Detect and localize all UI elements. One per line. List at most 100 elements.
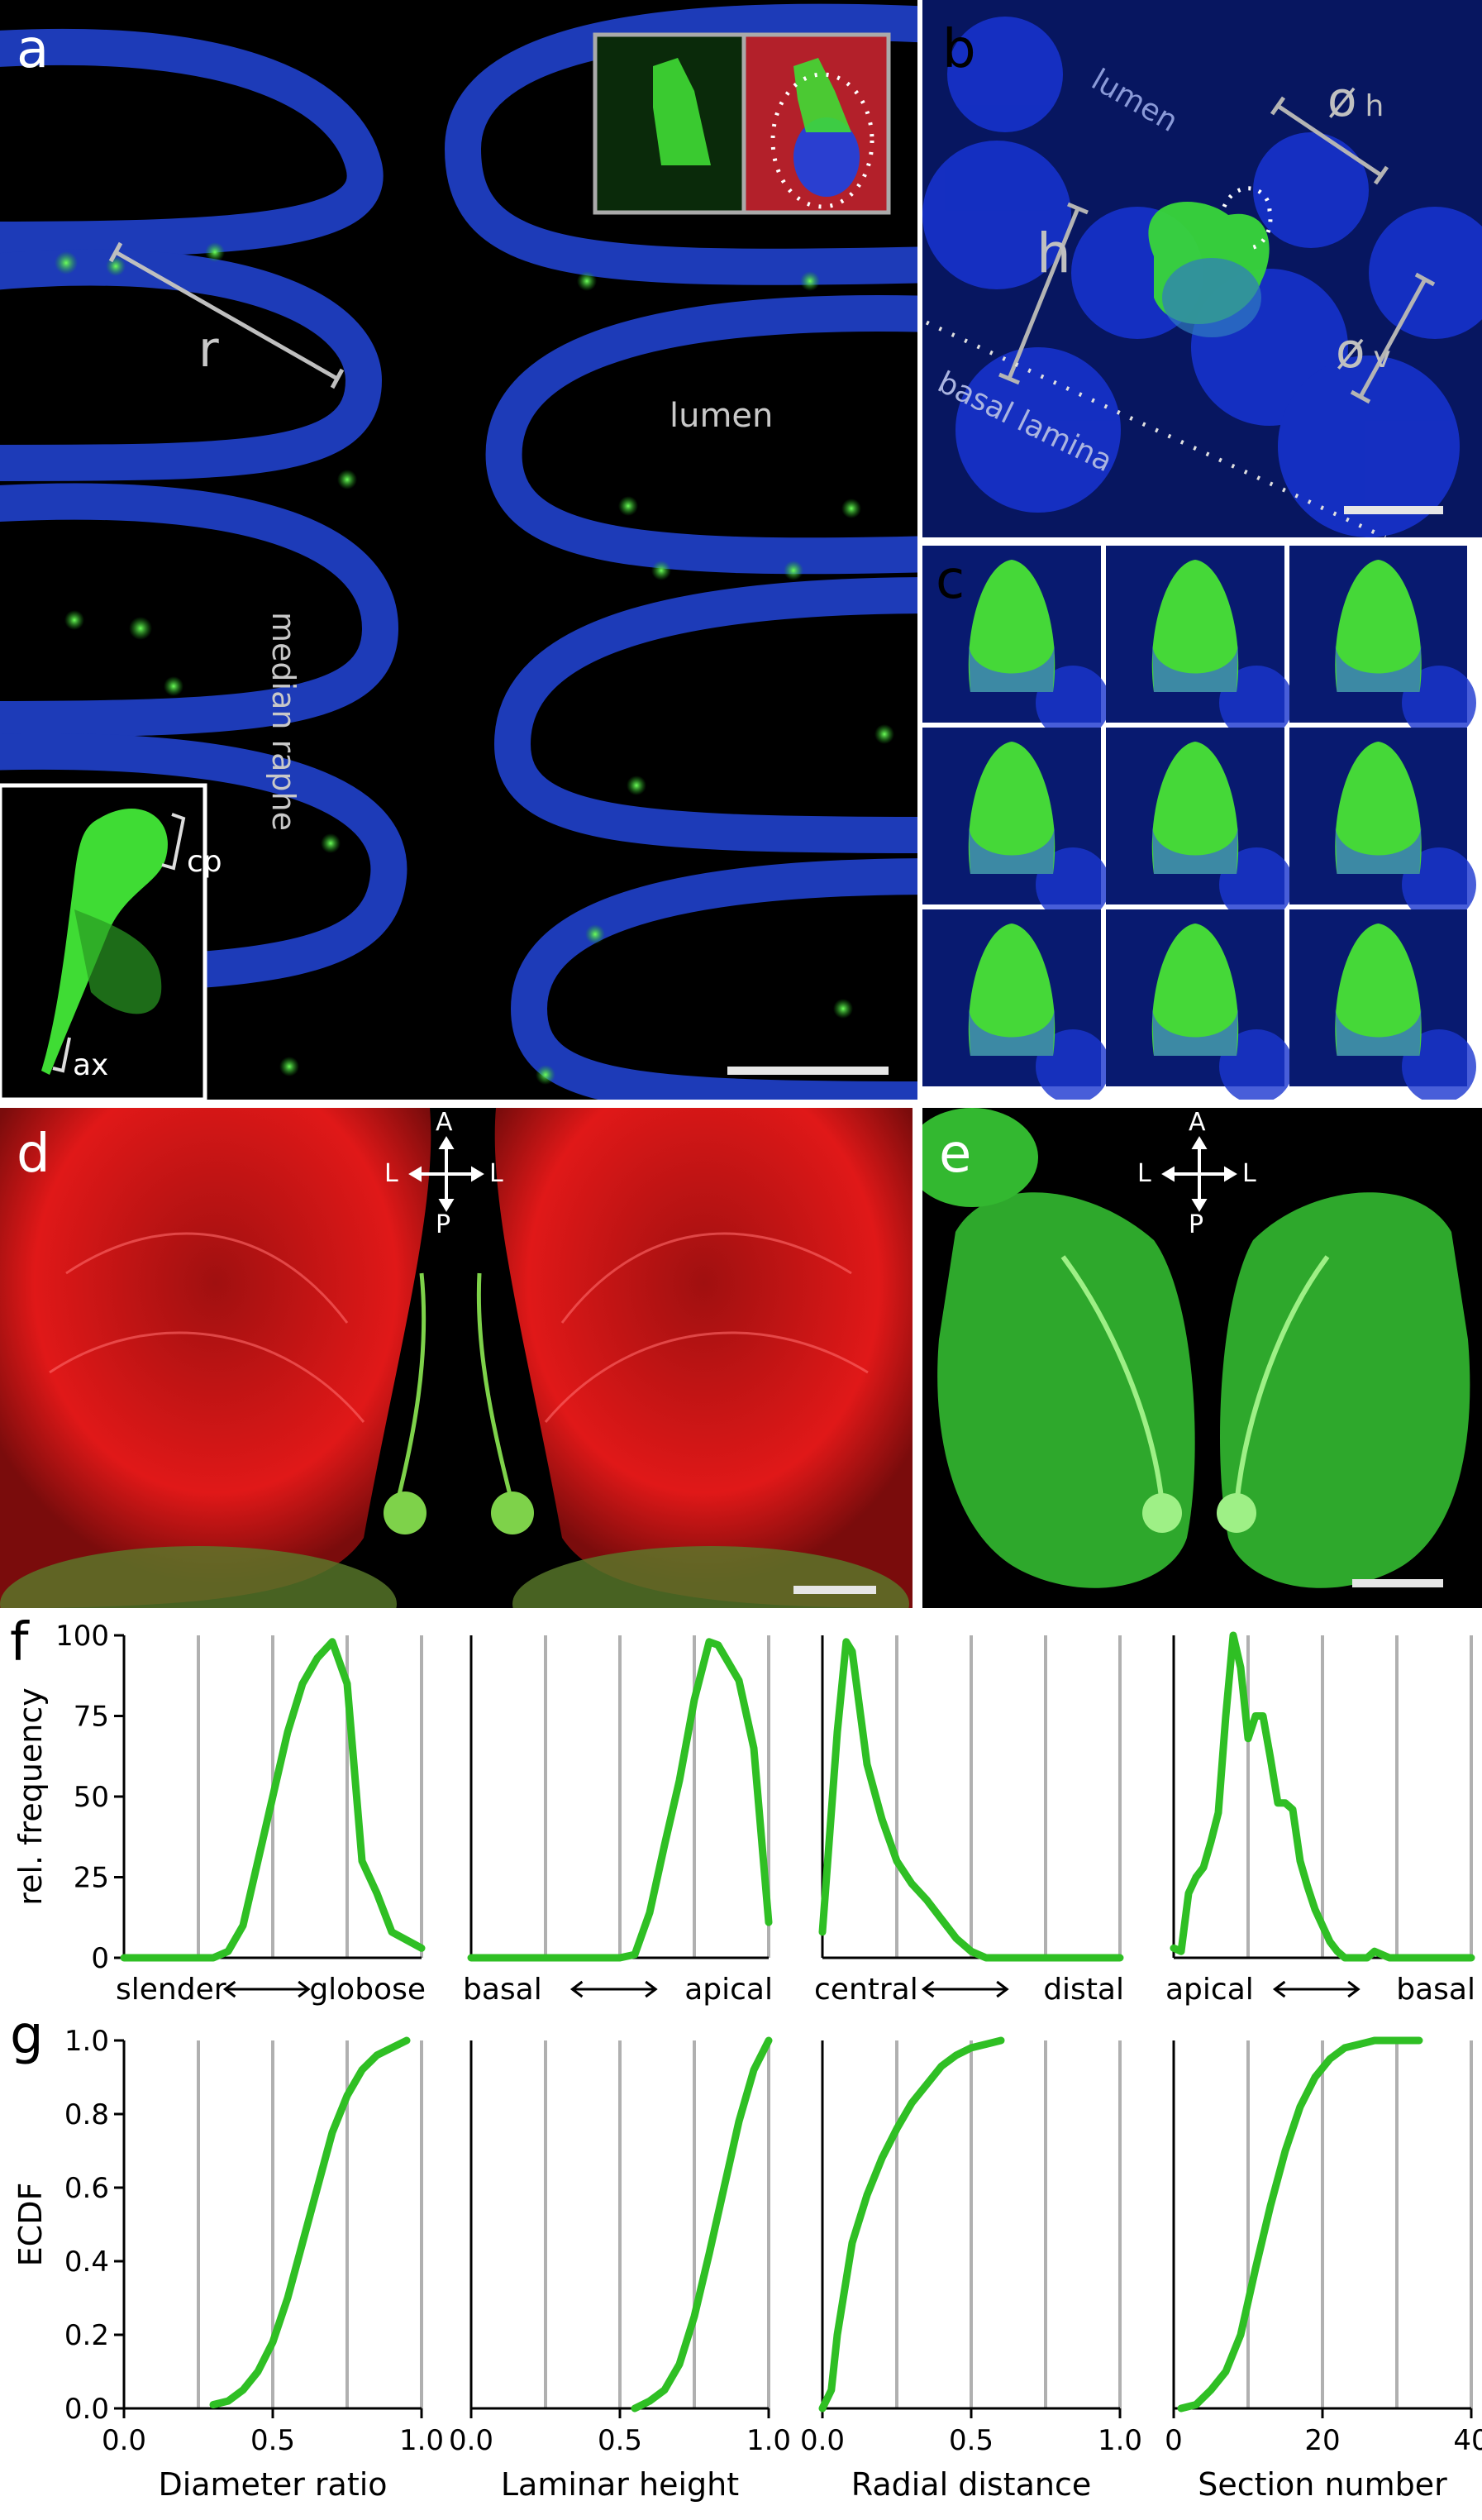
compass xyxy=(1161,1136,1237,1212)
scale-bar xyxy=(1352,1579,1443,1587)
x-tick-label: 0.5 xyxy=(250,2424,295,2457)
r-label: r xyxy=(198,321,219,379)
series-line xyxy=(1177,2036,1423,2413)
range-label-left: central xyxy=(814,1973,918,2007)
panel-d-label: d xyxy=(17,1124,50,1185)
cell-thumbnail xyxy=(922,909,1110,1100)
series-line xyxy=(467,1638,773,1962)
cell-thumbnail xyxy=(1106,909,1294,1100)
series-line xyxy=(818,1638,1124,1962)
panel-e-image xyxy=(922,1108,1470,1588)
series-line xyxy=(209,2036,411,2408)
x-tick-label: 0.0 xyxy=(449,2424,493,2457)
range-label-right: distal xyxy=(1043,1973,1124,2007)
x-tick-label: 0.5 xyxy=(598,2424,642,2457)
compass-a: A xyxy=(1189,1108,1206,1137)
scale-bar xyxy=(727,1067,889,1075)
y-tick-label: 25 xyxy=(74,1862,109,1895)
series-line xyxy=(1170,1631,1475,1962)
y-tick-label: 0.0 xyxy=(64,2393,109,2426)
cell-thumbnail xyxy=(1289,728,1476,922)
series-line xyxy=(120,1638,426,1962)
y-tick-label: 50 xyxy=(74,1781,109,1814)
h-label: h xyxy=(1036,222,1071,285)
range-arrow xyxy=(1272,1980,1360,1998)
lumen-label: lumen xyxy=(670,397,774,435)
x-tick-label: 1.0 xyxy=(1098,2424,1142,2457)
compass-l-right: L xyxy=(1242,1159,1256,1188)
inset-top xyxy=(593,32,891,215)
x-tick-label: 20 xyxy=(1304,2424,1340,2457)
chart-f-1: 0 25 50 75 100 rel. frequency slender globose xyxy=(12,1620,426,2007)
y-axis-label: rel. frequency xyxy=(12,1687,49,1905)
panel-d: d A L L P xyxy=(0,1108,913,1608)
compass-l-left: L xyxy=(384,1159,398,1188)
x-axis-label: Diameter ratio xyxy=(158,2466,387,2503)
range-label-left: slender xyxy=(116,1973,226,2007)
cell-thumbnail xyxy=(1289,909,1476,1100)
scale-bar xyxy=(1344,506,1443,514)
y-tick-label: 0 xyxy=(91,1942,109,1975)
compass-l-left: L xyxy=(1137,1159,1151,1188)
y-tick-label: 1.0 xyxy=(64,2025,109,2058)
cp-label: cp xyxy=(187,845,222,879)
median-raphe-label: median raphe xyxy=(265,612,302,832)
panel-e-label: e xyxy=(939,1124,972,1185)
range-arrow xyxy=(569,1980,658,1998)
cell-thumbnail xyxy=(1106,728,1294,922)
compass xyxy=(408,1136,484,1212)
panel-d-image xyxy=(0,1108,913,1608)
cell-thumbnail xyxy=(1289,546,1476,740)
cell-thumbnail xyxy=(1106,546,1294,740)
panel-a-image xyxy=(0,3,917,1100)
x-tick-label: 0.0 xyxy=(102,2424,146,2457)
panel-b-label: b xyxy=(942,19,976,80)
y-tick-label: 0.2 xyxy=(64,2319,109,2352)
x-tick-label: 0.0 xyxy=(800,2424,845,2457)
range-label-right: globose xyxy=(309,1973,426,2007)
y-tick-label: 0.4 xyxy=(64,2246,109,2279)
range-label-right: basal xyxy=(1396,1973,1475,2007)
compass-a: A xyxy=(436,1108,453,1137)
panel-c-image-grid xyxy=(922,546,1476,1100)
y-tick-label: 100 xyxy=(55,1620,109,1653)
scale-bar xyxy=(793,1586,876,1594)
charts-fg: 0 25 50 75 100 rel. frequency slender globose ba… xyxy=(12,1620,1482,2503)
cell-thumbnail xyxy=(922,728,1110,922)
compass-p: P xyxy=(436,1210,451,1239)
chart-f-4: apical basal xyxy=(1165,1631,1475,2007)
x-tick-label: 1.0 xyxy=(746,2424,791,2457)
compass-l-right: L xyxy=(489,1159,503,1188)
chart-f-3: central distal xyxy=(814,1635,1124,2007)
x-tick-label: 0 xyxy=(1165,2424,1183,2457)
compass-p: P xyxy=(1189,1210,1204,1239)
series-line xyxy=(631,2036,773,2413)
range-label-left: apical xyxy=(1165,1973,1254,2007)
y-tick-label: 0.8 xyxy=(64,2098,109,2131)
range-label-right: apical xyxy=(684,1973,773,2007)
chart-f-2: basal apical xyxy=(463,1635,773,2007)
inset-bottom-left xyxy=(0,783,207,1100)
x-axis-label: Radial distance xyxy=(851,2466,1091,2503)
range-label-left: basal xyxy=(463,1973,542,2007)
panel-g-label: g xyxy=(10,2005,44,2066)
panel-c: c xyxy=(922,546,1482,1100)
x-axis-label: Laminar height xyxy=(501,2466,739,2503)
panel-e: e A L L P xyxy=(922,1108,1482,1608)
range-arrow xyxy=(921,1980,1009,1998)
x-tick-label: 40 xyxy=(1453,2424,1482,2457)
panel-a-label: a xyxy=(17,19,50,80)
x-tick-label: 0.5 xyxy=(949,2424,994,2457)
panel-c-label: c xyxy=(936,550,965,611)
series-line xyxy=(818,2036,1005,2413)
y-tick-label: 75 xyxy=(74,1701,109,1734)
r-measure-bar xyxy=(108,241,345,389)
x-tick-label: 1.0 xyxy=(399,2424,444,2457)
